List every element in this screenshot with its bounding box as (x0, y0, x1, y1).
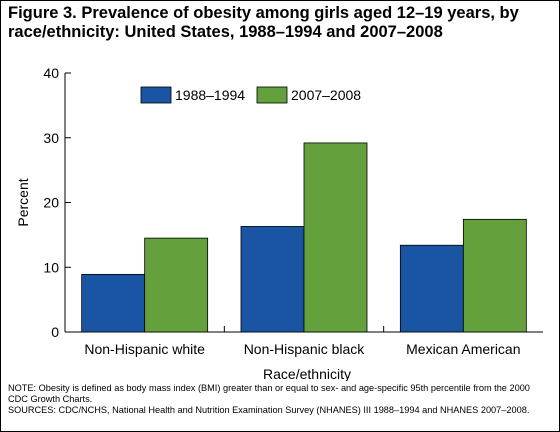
note-text-line-2: CDC Growth Charts. (8, 394, 93, 405)
y-tick-label: 40 (43, 65, 59, 81)
x-tick-label: Non-Hispanic black (244, 341, 366, 357)
bar-1-3 (399, 244, 464, 333)
sources-text: SOURCES: CDC/NCHS, National Health and N… (8, 405, 530, 416)
y-axis-label: Percent (15, 178, 31, 226)
legend-swatch-2 (256, 86, 288, 104)
y-tick-label: 20 (43, 195, 59, 211)
chart-labels: Percent Non-Hispanic white Non-Hispanic bl… (15, 178, 521, 381)
chart-svg: 0 10 20 30 40 1988–1994 2007–2008 Percent Non-… (15, 65, 543, 381)
y-tick-label: 0 (51, 324, 59, 340)
chart-title: Figure 3. Prevalence of obesity among gi… (8, 4, 519, 41)
note-text-line-1: NOTE: Obesity is defined as body mass in… (8, 383, 530, 393)
bar-1-1 (81, 273, 146, 333)
y-tick-label: 10 (43, 259, 59, 275)
x-tick-label: Non-Hispanic white (84, 341, 205, 357)
legend-label-1: 1988–1994 (175, 87, 245, 103)
legend-label-2: 2007–2008 (291, 87, 361, 103)
footnotes: NOTE: Obesity is defined as body mass in… (8, 383, 553, 417)
x-tick-label: Mexican American (406, 341, 520, 357)
legend-swatch-1 (140, 86, 172, 104)
x-axis-label: Race/ethnicity (263, 366, 351, 381)
y-tick-label: 30 (43, 130, 59, 146)
bar-2-1 (144, 237, 209, 333)
bar-2-3 (462, 218, 527, 333)
chart-legend: 1988–1994 2007–2008 (140, 86, 361, 104)
chart-bars (81, 142, 527, 333)
bar-2-2 (303, 142, 368, 333)
bar-1-2 (240, 226, 305, 333)
